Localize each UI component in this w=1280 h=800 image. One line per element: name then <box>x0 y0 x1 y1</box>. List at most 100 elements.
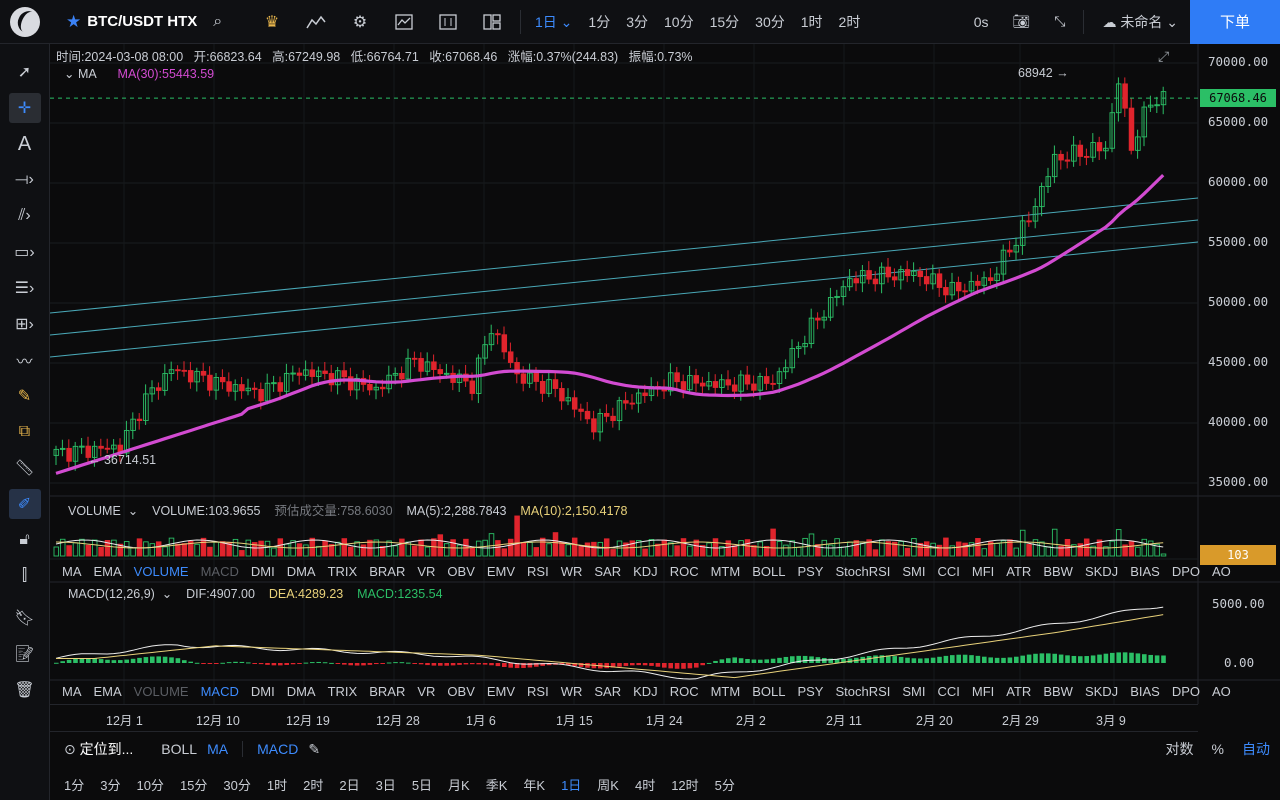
indicator-tab-smi[interactable]: SMI <box>902 564 926 579</box>
indicator-tab-ao[interactable]: AO <box>1211 684 1231 699</box>
indicator-tab-kdj[interactable]: KDJ <box>633 564 658 579</box>
favorite-star-icon[interactable]: ★ <box>66 11 82 31</box>
indicator-tab-emv[interactable]: EMV <box>486 684 516 699</box>
indicator-tab-atr[interactable]: ATR <box>1006 564 1032 579</box>
indicator-tab-wr[interactable]: WR <box>560 564 583 579</box>
indicator-tab-vr[interactable]: VR <box>417 684 436 699</box>
indicator-tab-roc[interactable]: ROC <box>669 564 699 579</box>
bottom-interval-1分[interactable]: 1分 <box>64 777 85 793</box>
magnet-pencil-icon[interactable]: ✎ <box>17 388 32 405</box>
indicator-tab-cci[interactable]: CCI <box>937 684 960 699</box>
interval-2h[interactable]: 2时 <box>838 13 861 30</box>
shape-rect-icon[interactable]: ▭› <box>14 244 35 261</box>
indicator-tab-mfi[interactable]: MFI <box>971 684 995 699</box>
indicator-tab-cci[interactable]: CCI <box>937 564 960 579</box>
bottom-interval-2时[interactable]: 2时 <box>303 777 324 793</box>
bottom-interval-1日[interactable]: 1日 <box>561 777 582 793</box>
bottom-interval-年K[interactable]: 年K <box>523 777 546 793</box>
candlestick-chart[interactable] <box>50 44 1280 704</box>
interval-15m[interactable]: 15分 <box>709 13 740 30</box>
lock-icon[interactable]: 🔓︎ <box>19 531 30 548</box>
indicator-tab-bbw[interactable]: BBW <box>1043 564 1073 579</box>
indicator-tab-dmi[interactable]: DMI <box>250 564 275 579</box>
symbol-name[interactable]: BTC/USDT HTX <box>87 13 198 30</box>
crown-icon[interactable]: ♛ <box>264 13 280 31</box>
indicator-tab-brar[interactable]: BRAR <box>369 684 406 699</box>
indicator-tab-brar[interactable]: BRAR <box>369 564 406 579</box>
indicator-tab-trix[interactable]: TRIX <box>327 564 358 579</box>
indicator-tab-roc[interactable]: ROC <box>669 684 699 699</box>
interval-10m[interactable]: 10分 <box>664 13 694 30</box>
bottom-interval-5分[interactable]: 5分 <box>714 777 735 793</box>
indicator-tab-psy[interactable]: PSY <box>797 684 824 699</box>
indicator-tab-dma[interactable]: DMA <box>286 564 316 579</box>
indicator-tab-psy[interactable]: PSY <box>797 564 824 579</box>
expand-icon[interactable]: ⤢ <box>1158 48 1170 64</box>
tag-macd[interactable]: MACD <box>257 741 299 757</box>
indicator-tab-skdj[interactable]: SKDJ <box>1084 684 1119 699</box>
indicator-tab-rsi[interactable]: RSI <box>527 684 549 699</box>
indicator-tab-stochrsi[interactable]: StochRSI <box>835 684 891 699</box>
indicators-icon[interactable] <box>294 0 338 44</box>
auto-scale-toggle[interactable]: 自动 <box>1242 741 1270 757</box>
bottom-interval-1时[interactable]: 1时 <box>266 777 288 793</box>
edit-list-icon[interactable]: 📝︎ <box>14 646 35 663</box>
indicator-tab-macd[interactable]: MACD <box>200 684 239 699</box>
indicator-tab-atr[interactable]: ATR <box>1006 684 1032 699</box>
cursor-arrow-icon[interactable]: ➚ <box>17 64 32 81</box>
indicator-tab-wr[interactable]: WR <box>560 684 583 699</box>
indicator-tab-bias[interactable]: BIAS <box>1130 684 1160 699</box>
interval-dropdown[interactable]: 1日 ⌄ <box>535 13 573 30</box>
layout-icon[interactable] <box>470 0 514 44</box>
search-icon[interactable]: ⌕ <box>213 12 223 30</box>
wave-pattern-icon[interactable]: 〰 <box>16 354 33 371</box>
trash-icon[interactable]: 🗑︎ <box>14 682 35 699</box>
indicator-tab-dmi[interactable]: DMI <box>250 684 275 699</box>
chart-type-icon[interactable] <box>382 0 426 44</box>
indicator-tab-rsi[interactable]: RSI <box>527 564 549 579</box>
indicator-tab-stochrsi[interactable]: StochRSI <box>835 564 891 579</box>
ma-legend[interactable]: ⌄ MA MA(30):55443.59 <box>64 67 215 81</box>
bottom-interval-10分[interactable]: 10分 <box>136 777 164 793</box>
indicator-tab-ma[interactable]: MA <box>62 564 82 579</box>
indicator-tab-volume[interactable]: VOLUME <box>133 564 189 579</box>
bottom-interval-12时[interactable]: 12时 <box>671 777 699 793</box>
fib-tool-icon[interactable]: ⫽› <box>18 207 31 224</box>
tag-boll[interactable]: BOLL <box>161 741 198 757</box>
date-axis[interactable]: 12月 1 12月 10 12月 19 12月 28 1月 6 1月 15 1月 24 2月 … <box>50 704 1198 732</box>
channel-tool-icon[interactable]: ☰› <box>14 280 35 297</box>
template-icon[interactable] <box>426 0 470 44</box>
indicator-tab-trix[interactable]: TRIX <box>327 684 358 699</box>
indicator-tab-mtm[interactable]: MTM <box>710 684 741 699</box>
indicator-tab-ema[interactable]: EMA <box>93 564 122 579</box>
bottom-interval-4时[interactable]: 4时 <box>634 777 656 793</box>
indicator-tab-ema[interactable]: EMA <box>93 684 122 699</box>
locate-button[interactable]: ⊙ 定位到... <box>64 741 134 757</box>
hide-drawings-icon[interactable]: ⫿ <box>21 567 28 584</box>
camera-icon[interactable]: 📷︎ <box>1012 13 1031 29</box>
bottom-interval-3日[interactable]: 3日 <box>375 777 396 793</box>
interval-3m[interactable]: 3分 <box>626 13 649 30</box>
bottom-interval-周K[interactable]: 周K <box>597 777 619 793</box>
brush-icon[interactable]: ✐ <box>0 486 49 522</box>
ruler-icon[interactable]: 📏︎ <box>14 460 35 477</box>
indicator-tab-ma[interactable]: MA <box>62 684 82 699</box>
indicator-tab-mfi[interactable]: MFI <box>971 564 995 579</box>
indicator-tab-obv[interactable]: OBV <box>447 684 475 699</box>
settings-gear-icon[interactable]: ⚙ <box>352 13 368 31</box>
cloud-save-button[interactable]: ☁ 未命名 ⌄ <box>1102 13 1178 30</box>
indicator-tab-obv[interactable]: OBV <box>447 564 475 579</box>
indicator-tab-volume[interactable]: VOLUME <box>133 684 189 699</box>
indicator-tab-dpo[interactable]: DPO <box>1171 684 1200 699</box>
trend-line-icon[interactable]: ⟞› <box>15 171 34 188</box>
crosshair-icon[interactable]: ✛ <box>0 90 49 126</box>
percent-scale-toggle[interactable]: % <box>1211 741 1224 757</box>
bottom-interval-30分[interactable]: 30分 <box>223 777 251 793</box>
tag-ma[interactable]: MA <box>207 741 229 757</box>
indicator-tab-emv[interactable]: EMV <box>486 564 516 579</box>
indicator-tab-macd[interactable]: MACD <box>200 564 239 579</box>
magnet-icon[interactable]: ⧉ <box>18 423 31 440</box>
volume-legend[interactable]: VOLUME ⌄ VOLUME:103.9655 预估成交量:758.6030 … <box>68 504 628 518</box>
indicator-tab-boll[interactable]: BOLL <box>752 564 786 579</box>
bottom-interval-月K[interactable]: 月K <box>448 777 470 793</box>
